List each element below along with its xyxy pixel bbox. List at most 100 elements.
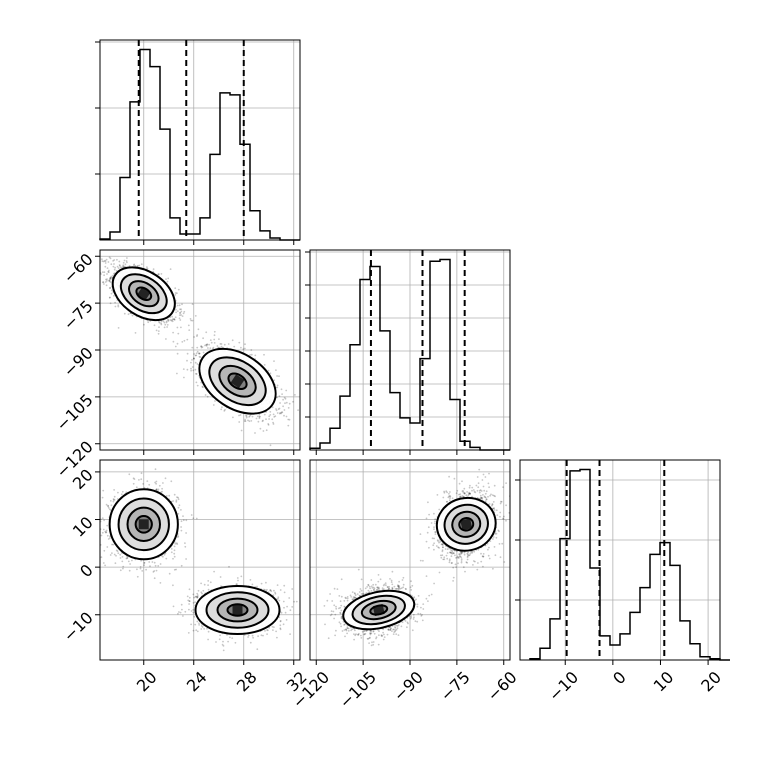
- sample-point: [114, 301, 116, 304]
- sample-point: [219, 343, 222, 345]
- sample-point: [284, 402, 286, 405]
- sample-point: [279, 412, 282, 414]
- sample-point: [242, 348, 245, 350]
- sample-point: [267, 424, 270, 426]
- sample-point: [281, 393, 283, 395]
- sample-point: [272, 423, 275, 425]
- sample-point: [134, 265, 137, 267]
- sample-point: [184, 542, 186, 544]
- sample-point: [143, 564, 146, 567]
- sample-point: [248, 420, 251, 423]
- sample-point: [105, 278, 107, 281]
- sample-point: [284, 397, 287, 400]
- sample-point: [276, 375, 278, 377]
- sample-point: [275, 369, 277, 371]
- sample-point: [158, 326, 160, 328]
- sample-point: [285, 389, 288, 392]
- sample-point: [101, 517, 104, 520]
- sample-point: [102, 260, 105, 263]
- sample-point: [160, 323, 163, 326]
- sample-point: [154, 481, 157, 484]
- sample-point: [196, 335, 198, 337]
- sample-point: [152, 268, 155, 270]
- sample-point: [198, 352, 200, 355]
- sample-point: [179, 319, 182, 321]
- sample-point: [177, 332, 180, 335]
- contour-1-2: [218, 364, 257, 398]
- sample-point: [178, 304, 181, 307]
- sample-point: [103, 283, 105, 285]
- sample-point: [106, 278, 108, 280]
- sample-point: [243, 420, 246, 422]
- sample-point: [220, 345, 223, 348]
- sample-point: [254, 432, 256, 434]
- sample-point: [269, 411, 272, 413]
- sample-point: [133, 264, 135, 267]
- sample-point: [117, 304, 120, 307]
- sample-point: [152, 571, 155, 573]
- sample-point: [173, 545, 176, 548]
- sample-point: [111, 543, 113, 546]
- sample-point: [155, 488, 158, 491]
- sample-point: [114, 266, 116, 269]
- sample-point: [175, 568, 178, 571]
- sample-point: [165, 320, 168, 323]
- sample-point: [141, 570, 144, 572]
- sample-point: [155, 488, 158, 491]
- sample-point: [110, 504, 113, 507]
- sample-point: [112, 265, 115, 268]
- sample-point: [283, 409, 286, 411]
- sample-point: [136, 568, 138, 571]
- sample-point: [174, 542, 177, 545]
- sample-point: [224, 408, 226, 411]
- sample-point: [122, 264, 125, 267]
- sample-point: [123, 259, 126, 262]
- sample-point: [115, 554, 117, 557]
- sample-point: [172, 318, 174, 320]
- sample-point: [171, 319, 173, 321]
- sample-point: [261, 420, 264, 423]
- sample-point: [117, 267, 120, 269]
- sample-point: [104, 281, 107, 283]
- sample-point: [192, 357, 195, 360]
- sample-point: [112, 499, 115, 501]
- sample-point: [176, 543, 179, 545]
- sample-point: [206, 343, 208, 346]
- sample-point: [276, 584, 279, 586]
- sample-point: [258, 416, 261, 418]
- sample-point: [95, 536, 97, 538]
- sample-point: [209, 347, 212, 349]
- sample-point: [118, 260, 121, 263]
- sample-point: [161, 490, 164, 493]
- sample-point: [216, 345, 219, 347]
- sample-point: [263, 353, 265, 356]
- sample-point: [143, 486, 146, 489]
- sample-point: [123, 265, 126, 268]
- sample-point: [182, 368, 185, 370]
- sample-point: [267, 369, 270, 372]
- sample-point: [157, 332, 160, 335]
- sample-point: [287, 407, 290, 409]
- sample-point: [201, 385, 204, 388]
- sample-point: [140, 478, 143, 481]
- sample-point: [250, 353, 253, 356]
- sample-point: [191, 319, 194, 322]
- sample-point: [107, 504, 109, 507]
- sample-point: [192, 517, 195, 520]
- sample-point: [155, 480, 158, 483]
- sample-point: [287, 418, 290, 421]
- sample-point: [143, 323, 145, 326]
- sample-point: [125, 557, 128, 560]
- sample-point: [282, 398, 284, 401]
- sample-point: [122, 261, 125, 264]
- sample-point: [146, 267, 149, 270]
- sample-point: [176, 496, 178, 499]
- sample-point: [128, 473, 131, 476]
- sample-point: [191, 366, 194, 368]
- sample-point: [257, 420, 260, 423]
- sample-point: [252, 636, 255, 639]
- sample-point: [191, 359, 193, 361]
- sample-point: [98, 537, 100, 539]
- sample-point: [153, 324, 156, 327]
- sample-point: [206, 343, 209, 346]
